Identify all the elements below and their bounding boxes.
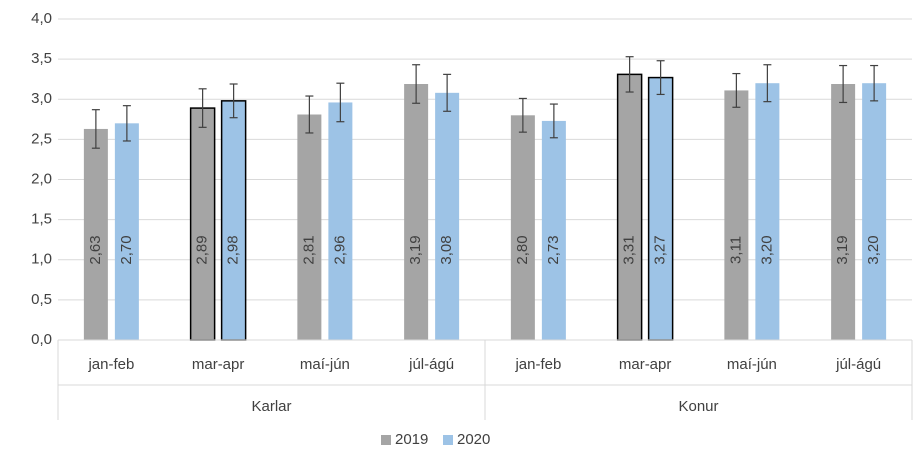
group-label: Karlar xyxy=(251,398,291,415)
bar xyxy=(755,83,780,340)
value-label: 3,19 xyxy=(407,235,424,264)
x-tick-label: júl-ágú xyxy=(835,356,881,373)
bar xyxy=(616,73,643,341)
value-label: 2,98 xyxy=(225,235,242,264)
y-tick-label: 0,5 xyxy=(31,291,52,308)
bar xyxy=(862,83,887,340)
legend-swatch xyxy=(443,435,453,445)
bar xyxy=(189,107,216,341)
group-label: Konur xyxy=(678,398,718,415)
x-tick-label: jan-feb xyxy=(514,356,561,373)
legend-label: 2019 xyxy=(395,431,428,448)
bar xyxy=(510,115,535,340)
y-tick-label: 1,0 xyxy=(31,251,52,268)
bar xyxy=(435,92,460,340)
value-label: 2,96 xyxy=(331,235,348,264)
y-tick-label: 2,5 xyxy=(31,130,52,147)
value-label: 3,20 xyxy=(758,235,775,264)
x-tick-label: mar-apr xyxy=(192,356,245,373)
bar xyxy=(404,84,429,340)
value-label: 3,19 xyxy=(834,235,851,264)
bar xyxy=(831,84,856,340)
value-label: 2,70 xyxy=(118,235,135,264)
x-tick-label: jan-feb xyxy=(87,356,134,373)
x-tick-label: mar-apr xyxy=(619,356,672,373)
y-tick-label: 3,0 xyxy=(31,90,52,107)
value-label: 2,73 xyxy=(545,235,562,264)
value-label: 2,81 xyxy=(300,235,317,264)
bar xyxy=(541,120,566,340)
bar xyxy=(328,102,353,341)
y-tick-label: 4,0 xyxy=(31,10,52,27)
y-tick-label: 0,0 xyxy=(31,331,52,348)
value-label: 3,08 xyxy=(438,235,455,264)
y-tick-label: 3,5 xyxy=(31,50,52,67)
legend-swatch xyxy=(381,435,391,445)
y-tick-label: 2,0 xyxy=(31,170,52,187)
x-tick-label: júl-ágú xyxy=(408,356,454,373)
y-tick-label: 1,5 xyxy=(31,211,52,228)
bar xyxy=(297,114,322,340)
bar xyxy=(114,123,139,340)
value-label: 2,89 xyxy=(194,235,211,264)
bar xyxy=(83,128,108,340)
bar xyxy=(724,90,749,340)
bar xyxy=(647,76,674,341)
value-label: 2,63 xyxy=(87,235,104,264)
value-label: 2,80 xyxy=(514,235,531,264)
value-label: 3,27 xyxy=(652,235,669,264)
value-label: 3,20 xyxy=(865,235,882,264)
bar xyxy=(220,100,247,341)
value-label: 3,11 xyxy=(727,236,744,264)
legend-label: 2020 xyxy=(457,431,490,448)
value-label: 3,31 xyxy=(621,235,638,264)
x-tick-label: maí-jún xyxy=(727,356,777,373)
x-tick-label: maí-jún xyxy=(300,356,350,373)
